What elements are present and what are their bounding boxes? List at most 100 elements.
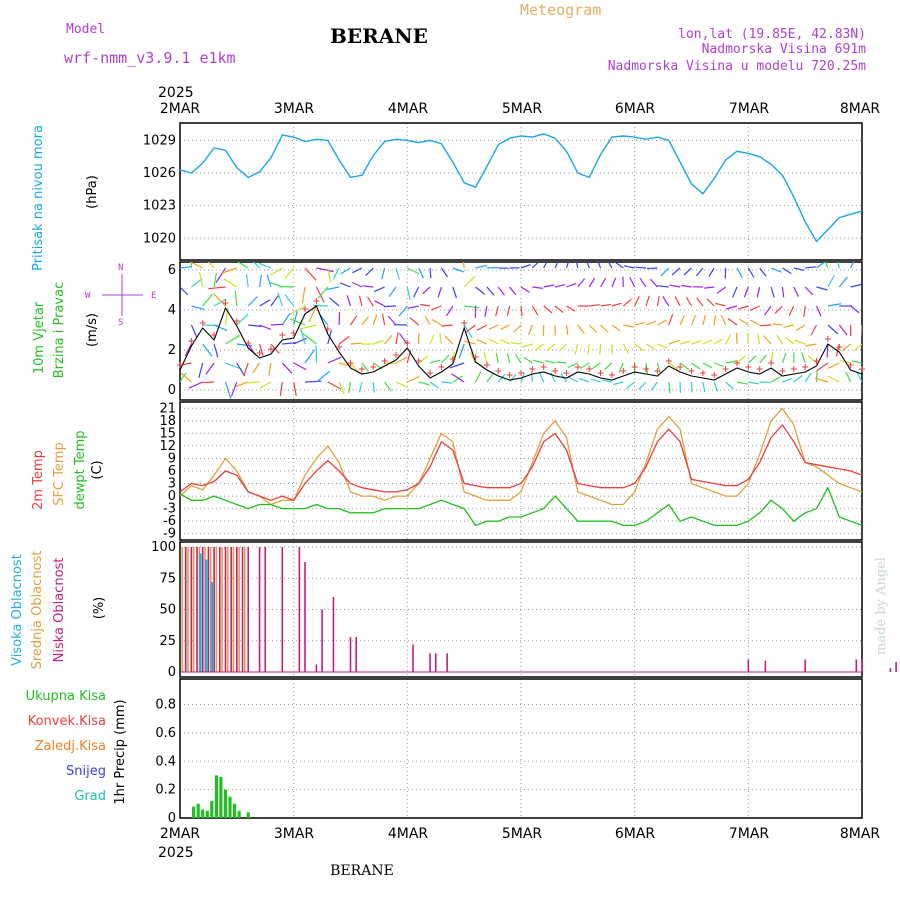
wind-arrow [793, 286, 799, 297]
legend-frozen: Zaledj.Kisa [35, 739, 106, 754]
wind-arrow [815, 370, 818, 383]
bottom-x-tick: 6MAR [615, 826, 656, 842]
wind-arrow [304, 267, 317, 281]
clouds-panel: 0 25 50 75 100 [151, 540, 897, 680]
wind-arrow [556, 361, 567, 364]
wind-gust-marker [415, 358, 422, 364]
precip-y-tick: 0 [168, 811, 176, 826]
wind-arrow [646, 267, 658, 270]
wind-arrow [440, 267, 448, 278]
wind-gust-marker [699, 370, 706, 376]
precip-bar [210, 801, 214, 818]
wind-arrow [259, 274, 262, 288]
wind-gust-marker [813, 358, 820, 364]
wind-arrow [315, 286, 325, 303]
precip-bar [214, 775, 218, 818]
wind-arrow [736, 267, 743, 279]
wind-arrow [407, 267, 420, 275]
wind-arrow [350, 315, 358, 326]
wind-arrow [691, 362, 701, 370]
wind-arrow [422, 286, 431, 295]
wind-arrow [445, 305, 454, 317]
wind-gust-marker [563, 370, 570, 376]
wind-arrow [304, 349, 316, 364]
wind-arrow [669, 284, 681, 288]
legend-grad: Grad [74, 789, 106, 804]
wind-arrow [543, 284, 555, 288]
wind-arrow [770, 376, 782, 383]
wind-arrow [350, 342, 362, 345]
wind-arrow [191, 305, 205, 310]
wind-arrow [302, 332, 317, 345]
wind-arrow [683, 267, 692, 276]
precip-y-tick: 0.6 [155, 726, 176, 741]
wind-arrow [223, 278, 238, 288]
wind-arrow [476, 339, 488, 345]
wind-arrow [706, 298, 715, 307]
wind-gust-marker [620, 368, 627, 374]
wind-arrow [236, 362, 246, 377]
wind-arrow [308, 305, 317, 323]
wind-gust-marker [824, 336, 831, 342]
wind-arrow [589, 304, 600, 307]
wind-gust-marker [802, 364, 809, 370]
temperature-y-tick: 21 [159, 401, 176, 416]
wind-arrow [437, 286, 442, 298]
wind-arrow [452, 286, 458, 299]
bottom-year-label: 2025 [158, 845, 194, 861]
lonlat-label: lon,lat (19.85E, 42.83N) [678, 27, 866, 42]
wind-arrow [381, 267, 386, 280]
wind-arrow [191, 278, 203, 288]
wind-arrow [702, 362, 713, 369]
legend-total: Ukupna Kisa [26, 689, 106, 704]
wind-arrow [532, 286, 543, 289]
cloud-low-label: Niska Oblacnost [52, 558, 67, 663]
wind-arrow [850, 305, 860, 314]
wind-arrow [668, 381, 671, 394]
wind-arrow [696, 297, 704, 307]
wind-arrow [827, 303, 842, 307]
wind-gust-marker [233, 318, 240, 324]
wind-arrow [373, 339, 384, 345]
wind-arrow [543, 305, 553, 314]
wind-arrow [350, 362, 359, 372]
pressure-unit: (hPa) [85, 175, 100, 209]
wind-arrow [513, 324, 522, 333]
temp-2m-line [179, 423, 863, 502]
wind-arrow [429, 359, 441, 364]
wind-gust-marker [245, 340, 252, 346]
wind-arrow [279, 381, 283, 396]
wind-arrow [474, 371, 482, 383]
temperature-y-tick: 3 [168, 477, 176, 492]
wind-gust-marker [427, 370, 434, 376]
wind-arrow [713, 381, 718, 392]
wind-arrow [202, 293, 213, 307]
wind-arrow [776, 334, 783, 345]
wind-arrow [725, 360, 737, 364]
wind-arrow [691, 340, 702, 345]
wind-arrow [656, 295, 660, 307]
wind-label: 10m Vjetar [32, 301, 47, 374]
wind-arrow [358, 295, 363, 307]
wind-arrow [805, 343, 817, 347]
wind-arrow [388, 286, 397, 298]
wind-arrow [622, 343, 629, 354]
wind-arrow [634, 295, 640, 307]
wind-arrow [534, 343, 545, 351]
temperature-y-tick: -6 [163, 514, 176, 529]
precip-bar [228, 796, 232, 818]
wind-arrow [361, 362, 369, 372]
wind-gust-marker [188, 338, 195, 344]
wind-arrow [384, 335, 393, 345]
wind-arrow [327, 267, 332, 283]
wind-arrow [702, 314, 706, 326]
wind-arrow [270, 323, 284, 326]
wind-arrow [702, 339, 713, 345]
wind-arrow [567, 376, 579, 383]
wind-arrow [259, 324, 272, 330]
wind-arrow [281, 362, 293, 374]
wind-gust-marker [733, 360, 740, 366]
legend-conv: Konvek.Kisa [28, 714, 106, 729]
wind-arrow [662, 295, 670, 307]
